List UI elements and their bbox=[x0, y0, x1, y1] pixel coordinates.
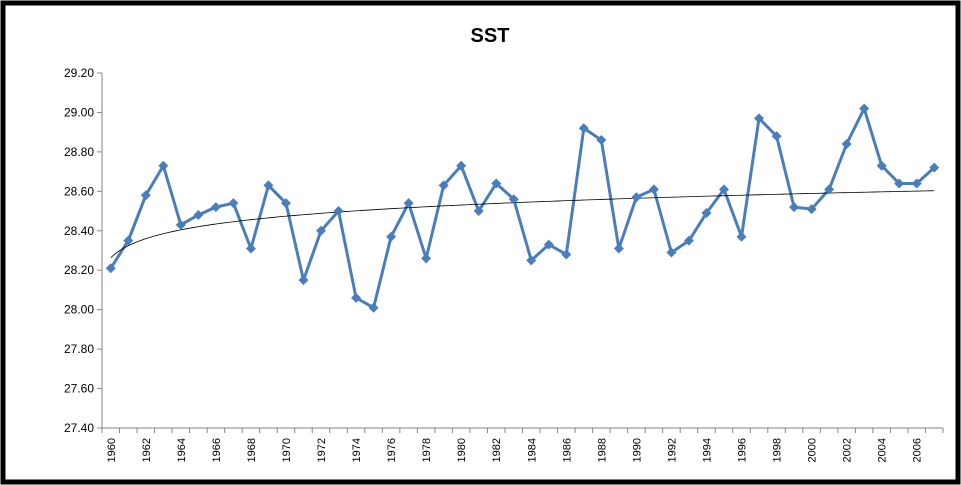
data-point bbox=[403, 198, 414, 209]
y-tick-label: 27.40 bbox=[64, 421, 94, 435]
data-point bbox=[613, 243, 624, 254]
data-point bbox=[438, 180, 449, 191]
data-point bbox=[666, 247, 677, 258]
data-point bbox=[456, 160, 467, 171]
data-point bbox=[771, 131, 782, 142]
x-tick-label: 1968 bbox=[246, 438, 258, 462]
x-tick-label: 2000 bbox=[807, 438, 819, 462]
x-tick-label: 1974 bbox=[351, 438, 363, 462]
x-tick-label: 1992 bbox=[666, 438, 678, 462]
data-point bbox=[526, 255, 537, 266]
data-point bbox=[316, 225, 327, 236]
data-point bbox=[175, 219, 186, 230]
data-point bbox=[368, 302, 379, 313]
data-point bbox=[876, 160, 887, 171]
data-point bbox=[333, 206, 344, 217]
x-tick-label: 1982 bbox=[491, 438, 503, 462]
x-tick-label: 1976 bbox=[386, 438, 398, 462]
x-tick-label: 1960 bbox=[106, 438, 118, 462]
data-point bbox=[648, 184, 659, 195]
data-point bbox=[578, 123, 589, 134]
data-point bbox=[701, 208, 712, 219]
y-tick-label: 28.40 bbox=[64, 224, 94, 238]
data-point bbox=[824, 184, 835, 195]
y-tick-label: 29.20 bbox=[64, 66, 94, 80]
data-point bbox=[263, 180, 274, 191]
data-point bbox=[473, 206, 484, 217]
data-point bbox=[894, 178, 905, 189]
y-tick-label: 27.80 bbox=[64, 342, 94, 356]
data-point bbox=[596, 135, 607, 146]
data-point bbox=[859, 103, 870, 114]
data-point bbox=[736, 231, 747, 242]
data-point bbox=[280, 198, 291, 209]
x-tick-label: 2004 bbox=[877, 438, 889, 462]
y-tick-label: 27.60 bbox=[64, 382, 94, 396]
x-tick-label: 1996 bbox=[737, 438, 749, 462]
data-point bbox=[929, 162, 940, 173]
x-tick-label: 1966 bbox=[211, 438, 223, 462]
data-point bbox=[508, 194, 519, 205]
y-tick-label: 28.00 bbox=[64, 303, 94, 317]
data-point bbox=[911, 178, 922, 189]
x-tick-label: 1964 bbox=[176, 438, 188, 462]
data-point bbox=[543, 239, 554, 250]
x-tick-label: 1998 bbox=[772, 438, 784, 462]
data-point bbox=[140, 190, 151, 201]
data-point bbox=[193, 210, 204, 220]
data-point bbox=[683, 235, 694, 246]
data-point bbox=[245, 243, 256, 254]
data-point bbox=[210, 202, 221, 213]
x-tick-label: 2006 bbox=[912, 438, 924, 462]
data-point bbox=[754, 113, 765, 124]
data-point bbox=[351, 292, 362, 303]
data-point bbox=[228, 198, 239, 209]
data-point bbox=[298, 275, 309, 286]
data-point bbox=[421, 253, 432, 264]
x-tick-label: 1986 bbox=[561, 438, 573, 462]
x-tick-label: 1972 bbox=[316, 438, 328, 462]
x-tick-label: 1980 bbox=[456, 438, 468, 462]
data-point bbox=[631, 192, 642, 203]
chart-title: SST bbox=[471, 25, 510, 47]
x-tick-label: 1978 bbox=[421, 438, 433, 462]
x-tick-label: 1994 bbox=[701, 438, 713, 462]
y-tick-label: 28.60 bbox=[64, 184, 94, 198]
data-point bbox=[123, 235, 134, 246]
data-point bbox=[561, 249, 572, 260]
data-point bbox=[841, 139, 852, 149]
x-tick-label: 2002 bbox=[842, 438, 854, 462]
data-point bbox=[491, 178, 502, 189]
x-tick-label: 1988 bbox=[596, 438, 608, 462]
x-tick-label: 1962 bbox=[141, 438, 153, 462]
data-point bbox=[718, 184, 729, 195]
data-point bbox=[386, 231, 397, 242]
y-tick-label: 28.20 bbox=[64, 263, 94, 277]
y-tick-label: 28.80 bbox=[64, 145, 94, 159]
data-point bbox=[789, 202, 800, 213]
data-point bbox=[105, 263, 116, 274]
x-tick-label: 1984 bbox=[526, 438, 538, 462]
x-tick-label: 1990 bbox=[631, 438, 643, 462]
data-point bbox=[806, 204, 817, 215]
y-tick-label: 29.00 bbox=[64, 105, 94, 119]
x-tick-label: 1970 bbox=[281, 438, 293, 462]
trend-line bbox=[110, 190, 935, 258]
data-point bbox=[158, 160, 169, 171]
